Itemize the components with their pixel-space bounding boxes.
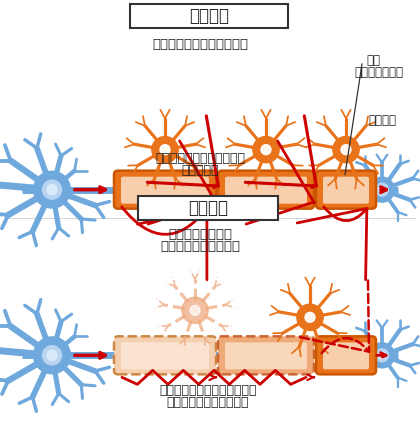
Circle shape <box>297 304 323 330</box>
FancyBboxPatch shape <box>316 336 376 375</box>
Circle shape <box>375 183 389 196</box>
Circle shape <box>253 136 279 163</box>
Circle shape <box>152 136 178 163</box>
Text: 様々な神経症状をきたす: 様々な神経症状をきたす <box>167 395 249 409</box>
Circle shape <box>42 180 62 199</box>
FancyArrowPatch shape <box>122 207 207 280</box>
FancyArrowPatch shape <box>297 207 367 279</box>
FancyBboxPatch shape <box>323 177 369 204</box>
FancyBboxPatch shape <box>316 170 376 209</box>
FancyArrowPatch shape <box>147 116 218 187</box>
FancyArrowPatch shape <box>246 141 315 224</box>
Circle shape <box>42 346 62 365</box>
FancyBboxPatch shape <box>225 177 307 204</box>
Circle shape <box>261 145 271 155</box>
Circle shape <box>370 343 394 368</box>
FancyBboxPatch shape <box>121 342 209 369</box>
Text: 跳躍伝導による神経パルス: 跳躍伝導による神経パルス <box>155 151 245 164</box>
Circle shape <box>378 186 386 193</box>
Circle shape <box>160 145 170 155</box>
FancyBboxPatch shape <box>218 170 314 209</box>
Text: オリゴデンドロサイト: オリゴデンドロサイト <box>160 239 240 252</box>
Circle shape <box>47 184 57 195</box>
FancyBboxPatch shape <box>130 4 288 28</box>
Text: 成熟オリゴデンドロサイト: 成熟オリゴデンドロサイト <box>152 37 248 51</box>
Circle shape <box>182 297 208 324</box>
Circle shape <box>375 349 389 362</box>
Text: 脱髄状態: 脱髄状態 <box>188 199 228 217</box>
Circle shape <box>47 350 57 361</box>
FancyBboxPatch shape <box>114 336 216 375</box>
Circle shape <box>378 352 386 359</box>
Text: ダメージを受けた: ダメージを受けた <box>168 228 232 241</box>
FancyArrowPatch shape <box>299 280 369 353</box>
Text: （ミエリン鞘）: （ミエリン鞘） <box>354 65 403 78</box>
FancyBboxPatch shape <box>323 342 369 369</box>
Text: 神経軸索: 神経軸索 <box>368 113 396 126</box>
FancyBboxPatch shape <box>138 196 278 220</box>
Text: 健常状態: 健常状態 <box>189 7 229 25</box>
Circle shape <box>34 171 71 208</box>
FancyArrowPatch shape <box>148 141 216 224</box>
Circle shape <box>34 337 71 374</box>
Text: パルスの伝導速度低下により: パルスの伝導速度低下により <box>159 384 257 396</box>
FancyBboxPatch shape <box>225 342 307 369</box>
FancyArrowPatch shape <box>245 116 316 187</box>
Text: 髄鞘: 髄鞘 <box>366 54 380 67</box>
FancyBboxPatch shape <box>121 177 209 204</box>
Circle shape <box>333 136 359 163</box>
Text: の高速伝達: の高速伝達 <box>181 164 219 177</box>
Circle shape <box>305 312 315 322</box>
Circle shape <box>370 177 394 202</box>
FancyBboxPatch shape <box>114 170 216 209</box>
Circle shape <box>190 305 200 315</box>
Circle shape <box>341 145 351 155</box>
FancyBboxPatch shape <box>218 336 314 375</box>
